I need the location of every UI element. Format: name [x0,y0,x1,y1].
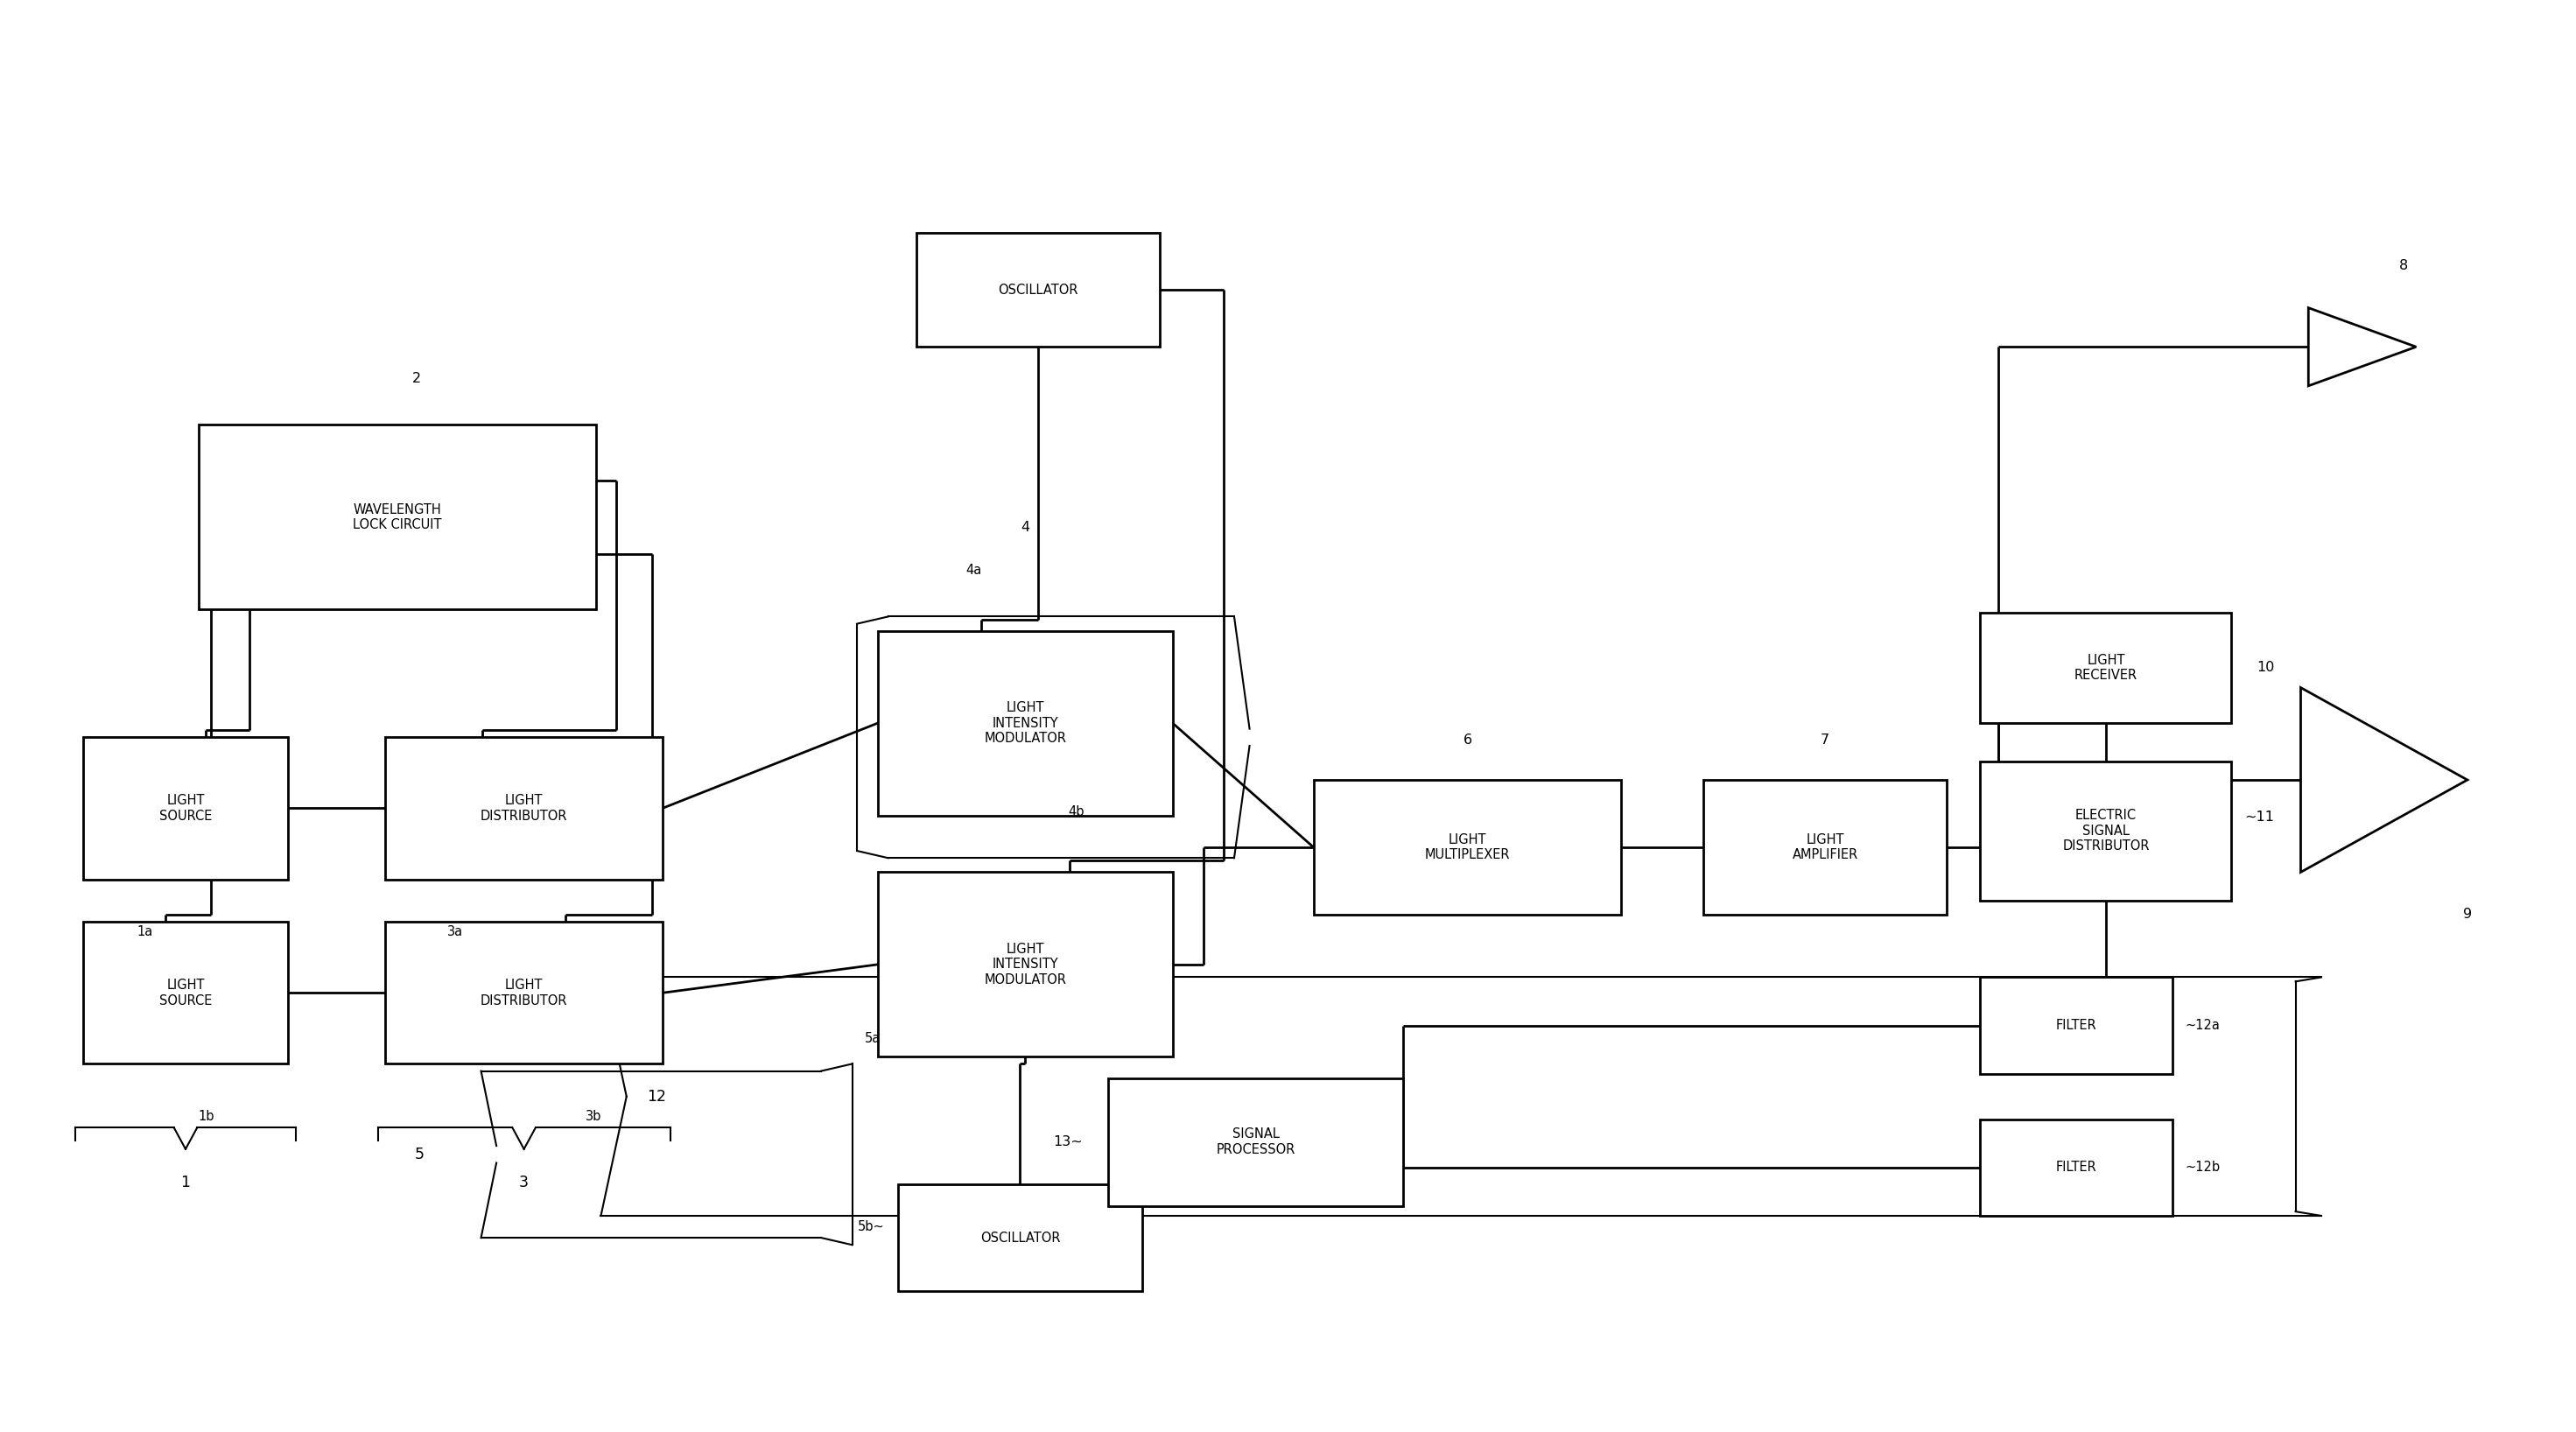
Text: LIGHT
DISTRIBUTOR: LIGHT DISTRIBUTOR [482,978,567,1007]
Text: 5: 5 [415,1147,425,1163]
Text: FILTER: FILTER [2056,1161,2097,1174]
Text: 1a: 1a [137,925,152,939]
Text: LIGHT
DISTRIBUTOR: LIGHT DISTRIBUTOR [482,795,567,822]
Bar [1981,613,2231,723]
Text: ~12a: ~12a [2184,1020,2221,1032]
Text: 4a: 4a [966,564,981,577]
Text: 8: 8 [2398,259,2409,272]
Bar [1108,1078,1404,1206]
Text: 6: 6 [1463,733,1471,748]
Text: 1: 1 [180,1174,191,1190]
Text: 3b: 3b [585,1110,600,1123]
Bar [899,1184,1141,1292]
Bar [878,872,1172,1057]
Text: 5a: 5a [866,1032,881,1045]
Text: SIGNAL
PROCESSOR: SIGNAL PROCESSOR [1216,1128,1296,1156]
Text: 5b~: 5b~ [858,1220,884,1233]
Text: OSCILLATOR: OSCILLATOR [997,284,1079,296]
Text: LIGHT
SOURCE: LIGHT SOURCE [160,795,211,822]
Text: 4: 4 [1020,521,1030,534]
Text: LIGHT
INTENSITY
MODULATOR: LIGHT INTENSITY MODULATOR [984,702,1066,745]
Text: 7: 7 [1821,733,1829,748]
Bar [386,737,662,879]
Text: 13~: 13~ [1054,1136,1082,1148]
Text: ~12b: ~12b [2184,1161,2221,1174]
Text: LIGHT
RECEIVER: LIGHT RECEIVER [2074,653,2138,682]
Bar [1981,762,2231,901]
Bar [878,632,1172,815]
Text: OSCILLATOR: OSCILLATOR [979,1232,1061,1244]
Bar [82,922,289,1064]
Text: 10: 10 [2257,662,2275,674]
Bar [198,425,595,610]
Text: 3a: 3a [446,925,464,939]
Text: ELECTRIC
SIGNAL
DISTRIBUTOR: ELECTRIC SIGNAL DISTRIBUTOR [2063,809,2148,853]
Text: 2: 2 [412,372,422,385]
Text: 3: 3 [520,1174,528,1190]
Text: 9: 9 [2463,908,2473,921]
Bar [82,737,289,879]
Text: LIGHT
INTENSITY
MODULATOR: LIGHT INTENSITY MODULATOR [984,942,1066,987]
Text: LIGHT
SOURCE: LIGHT SOURCE [160,978,211,1007]
Text: 4b: 4b [1069,805,1084,818]
Bar [1981,977,2172,1074]
Text: WAVELENGTH
LOCK CIRCUIT: WAVELENGTH LOCK CIRCUIT [353,503,440,531]
Text: FILTER: FILTER [2056,1020,2097,1032]
Bar [1981,1120,2172,1216]
Text: LIGHT
AMPLIFIER: LIGHT AMPLIFIER [1793,833,1857,862]
Text: ~11: ~11 [2244,811,2275,823]
Text: LIGHT
MULTIPLEXER: LIGHT MULTIPLEXER [1425,833,1510,862]
Bar [1703,780,1947,915]
Text: 12: 12 [647,1088,667,1104]
Text: 1b: 1b [198,1110,214,1123]
Bar [917,233,1159,347]
Bar [1314,780,1620,915]
Bar [386,922,662,1064]
